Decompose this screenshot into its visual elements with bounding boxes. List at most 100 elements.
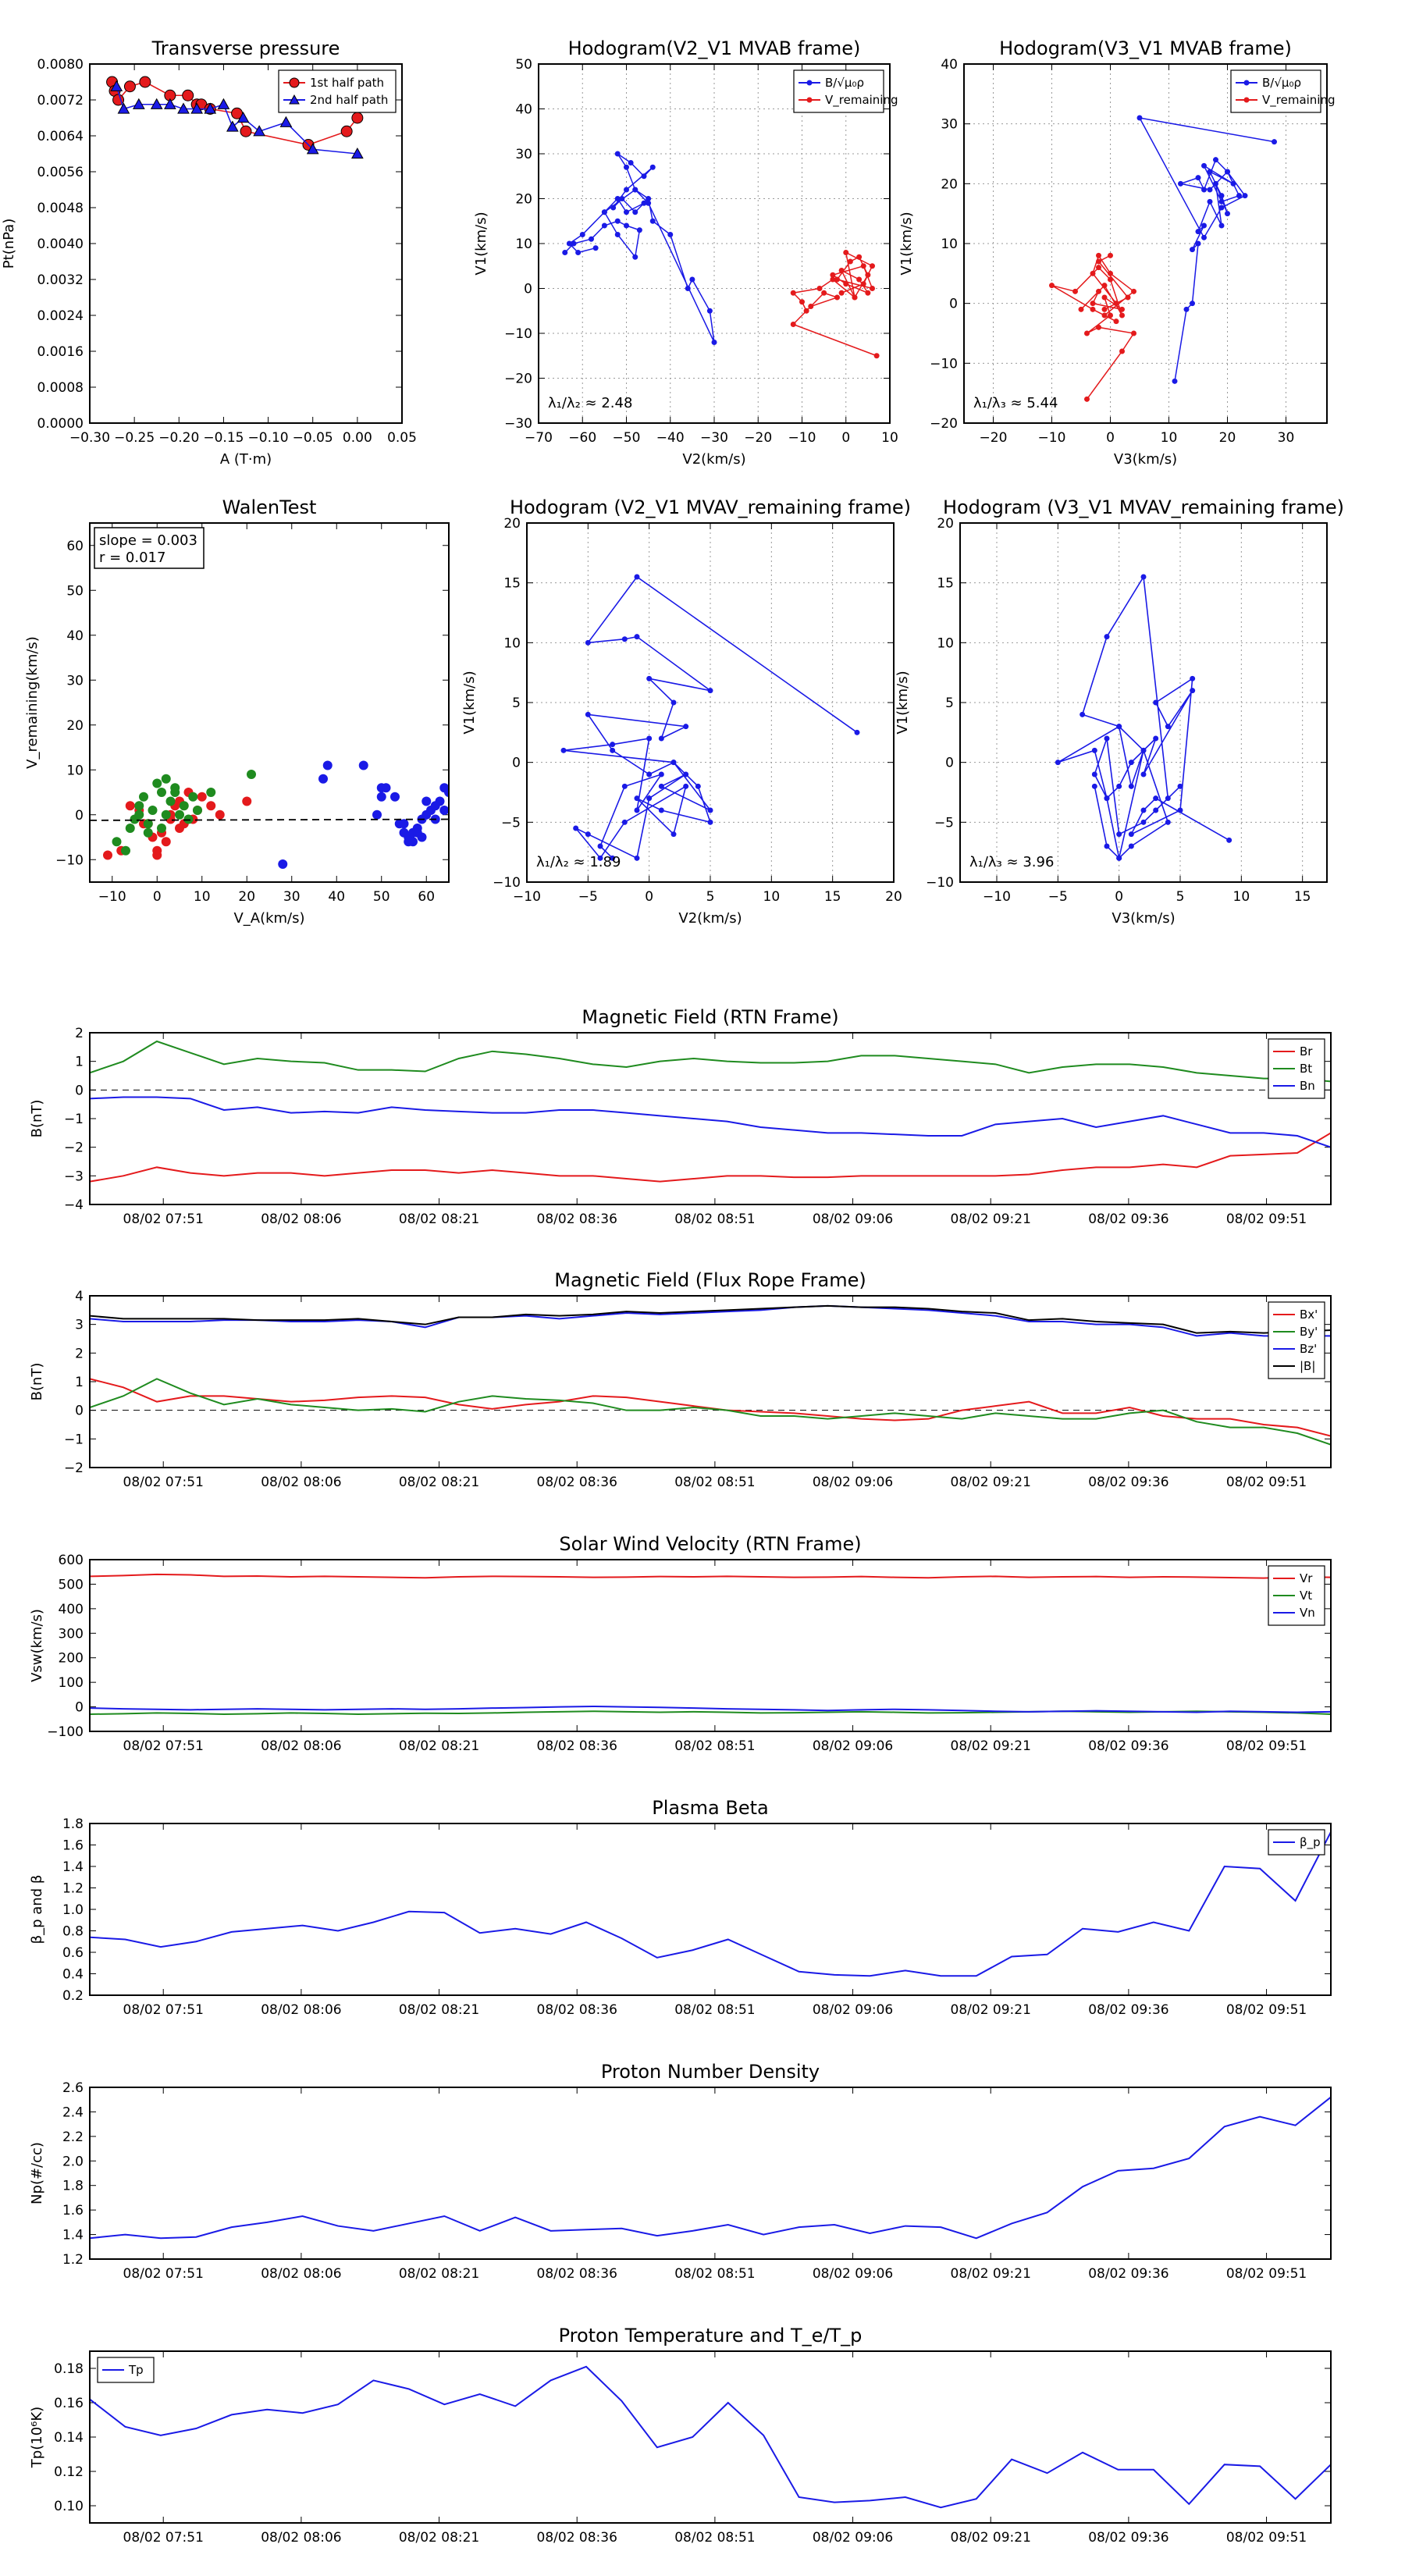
x-tick-label: 08/02 09:06: [813, 2266, 893, 2282]
y-tick-label: 1.6: [62, 2203, 84, 2218]
legend-label: V_remaining: [1262, 93, 1336, 108]
series-line-2: [90, 1096, 1331, 1148]
data-point: [843, 250, 849, 255]
data-point: [683, 724, 689, 730]
data-point: [253, 125, 265, 137]
x-tick-label: −5: [578, 889, 598, 905]
legend-label: Br: [1300, 1044, 1313, 1059]
y-tick-label: 400: [59, 1602, 84, 1617]
data-point: [560, 747, 567, 753]
y-tick-label: 1.8: [62, 2179, 84, 2194]
plot-frame: [963, 63, 1328, 424]
data-point: [206, 801, 216, 811]
legend: Vr Vt Vn: [1268, 1565, 1325, 1626]
x-tick-label: 40: [328, 889, 345, 905]
y-tick-label: −20: [930, 416, 958, 432]
x-axis-label: V2(km/s): [682, 451, 745, 468]
data-point: [711, 340, 717, 345]
data-point: [1108, 312, 1113, 318]
data-point: [573, 825, 579, 831]
data-point: [188, 792, 198, 802]
x-tick-label: 20: [1219, 430, 1236, 446]
data-point: [1190, 675, 1196, 681]
data-point: [399, 819, 409, 829]
x-tick-label: −10: [98, 889, 126, 905]
plot-frame: [89, 1295, 1332, 1468]
series-line-0: [564, 153, 715, 343]
y-tick-label: −1: [64, 1112, 84, 1127]
y-tick-label: 5: [945, 696, 954, 711]
x-tick-label: 50: [373, 889, 390, 905]
x-tick-label: −60: [568, 430, 596, 446]
x-tick-label: 08/02 09:36: [1088, 2002, 1168, 2018]
y-tick-label: 0.0016: [37, 344, 84, 360]
data-point: [134, 801, 144, 811]
legend-label: β_p: [1300, 1835, 1321, 1850]
y-tick-label: 0.0048: [37, 201, 84, 216]
legend-label: Vn: [1300, 1606, 1315, 1620]
x-tick-label: −0.25: [114, 430, 155, 446]
data-point: [632, 187, 638, 193]
data-point: [182, 89, 194, 101]
data-point: [870, 286, 875, 291]
data-point: [641, 173, 647, 180]
data-point: [1225, 169, 1230, 175]
y-tick-label: 1: [75, 1375, 84, 1390]
y-tick-label: 20: [941, 176, 958, 192]
data-point: [340, 125, 353, 137]
data-point: [1195, 229, 1201, 235]
y-tick-label: −10: [926, 875, 954, 891]
plot-area: [1049, 115, 1277, 402]
data-point: [177, 102, 190, 114]
series-line-0: [563, 575, 858, 859]
y-tick-label: 2.6: [62, 2080, 84, 2096]
x-tick-label: 08/02 09:21: [951, 1212, 1031, 1227]
data-point: [865, 272, 871, 278]
data-point: [873, 353, 880, 359]
data-point: [658, 771, 664, 777]
data-point: [351, 112, 364, 124]
series-line-1: [90, 1040, 1331, 1083]
data-point: [444, 788, 449, 797]
plot-area: [90, 1040, 1331, 1183]
data-point: [1055, 760, 1061, 766]
legend: B/√μ₀ρ V_remaining: [1230, 69, 1336, 113]
annotation-text: r = 0.017: [99, 550, 165, 566]
plot-frame: [89, 522, 450, 883]
x-tick-label: 15: [1294, 889, 1311, 905]
x-tick-label: 10: [194, 889, 211, 905]
data-point: [1140, 771, 1147, 777]
annotation-text: λ₁/λ₂ ≈ 2.48: [548, 395, 632, 411]
data-point: [1201, 234, 1207, 240]
data-point: [695, 783, 701, 789]
x-tick-label: 08/02 08:51: [674, 1738, 755, 1754]
data-point: [1213, 157, 1218, 163]
x-tick-label: 10: [763, 889, 781, 905]
x-tick-label: 08/02 09:06: [813, 1212, 893, 1227]
x-tick-label: 5: [706, 889, 715, 905]
legend-marker: [289, 94, 300, 105]
data-point: [190, 102, 203, 114]
plot-frame: [89, 2087, 1332, 2260]
x-tick-label: 08/02 07:51: [123, 2002, 204, 2018]
data-point: [1201, 162, 1207, 169]
y-tick-label: 0.18: [54, 2361, 84, 2377]
x-tick-label: −50: [613, 430, 641, 446]
data-point: [562, 250, 568, 255]
x-tick-label: 08/02 08:51: [674, 2002, 755, 2018]
chart-title: Hodogram (V2_V1 MVAV_remaining frame): [510, 496, 911, 518]
data-point: [707, 807, 713, 813]
data-point: [821, 290, 827, 296]
data-point: [601, 209, 607, 215]
legend-label: Vt: [1300, 1589, 1312, 1603]
data-point: [1108, 270, 1113, 276]
series-line-1: [90, 1378, 1331, 1446]
data-point: [435, 796, 445, 806]
data-point: [1090, 306, 1096, 312]
series-line-2: [90, 1304, 1331, 1337]
data-point: [632, 209, 638, 215]
data-point: [1131, 330, 1136, 336]
data-point: [658, 807, 664, 813]
plot-area: [560, 574, 860, 861]
